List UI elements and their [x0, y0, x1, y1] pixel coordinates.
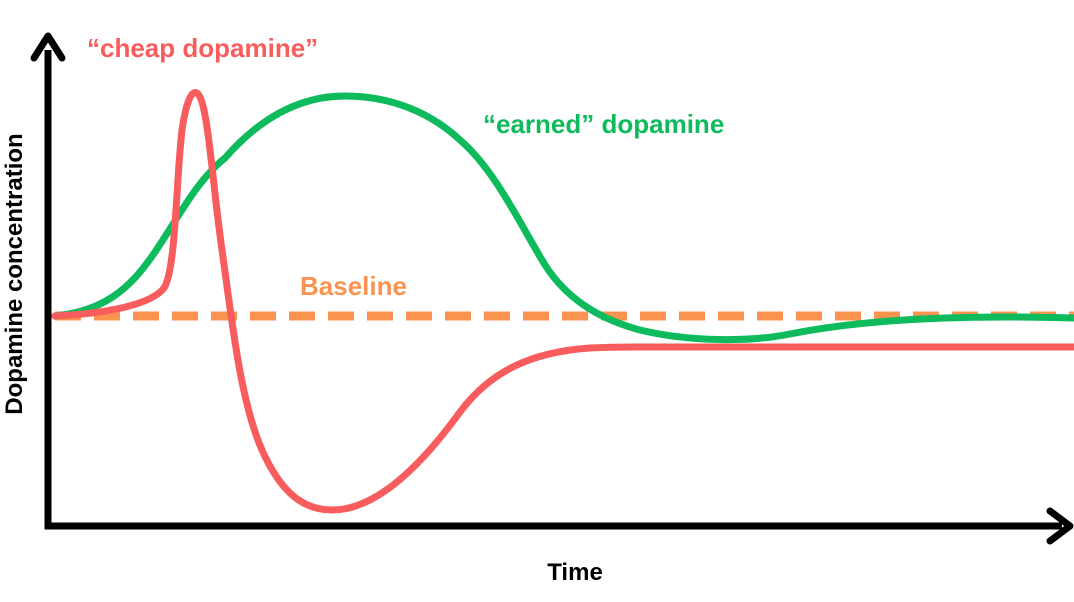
y-axis-label: Dopamine concentration [1, 133, 28, 414]
axes [30, 32, 1074, 545]
cheap-dopamine-label: “cheap dopamine” [87, 33, 318, 63]
cheap-dopamine-curve [51, 89, 1074, 514]
baseline-label: Baseline [300, 271, 407, 301]
y-axis-line [44, 50, 1062, 530]
y-axis-arrowhead [30, 32, 66, 62]
x-axis-label: Time [547, 559, 603, 586]
x-axis-arrowhead [1046, 507, 1074, 545]
earned-dopamine-label: “earned” dopamine [483, 109, 724, 139]
